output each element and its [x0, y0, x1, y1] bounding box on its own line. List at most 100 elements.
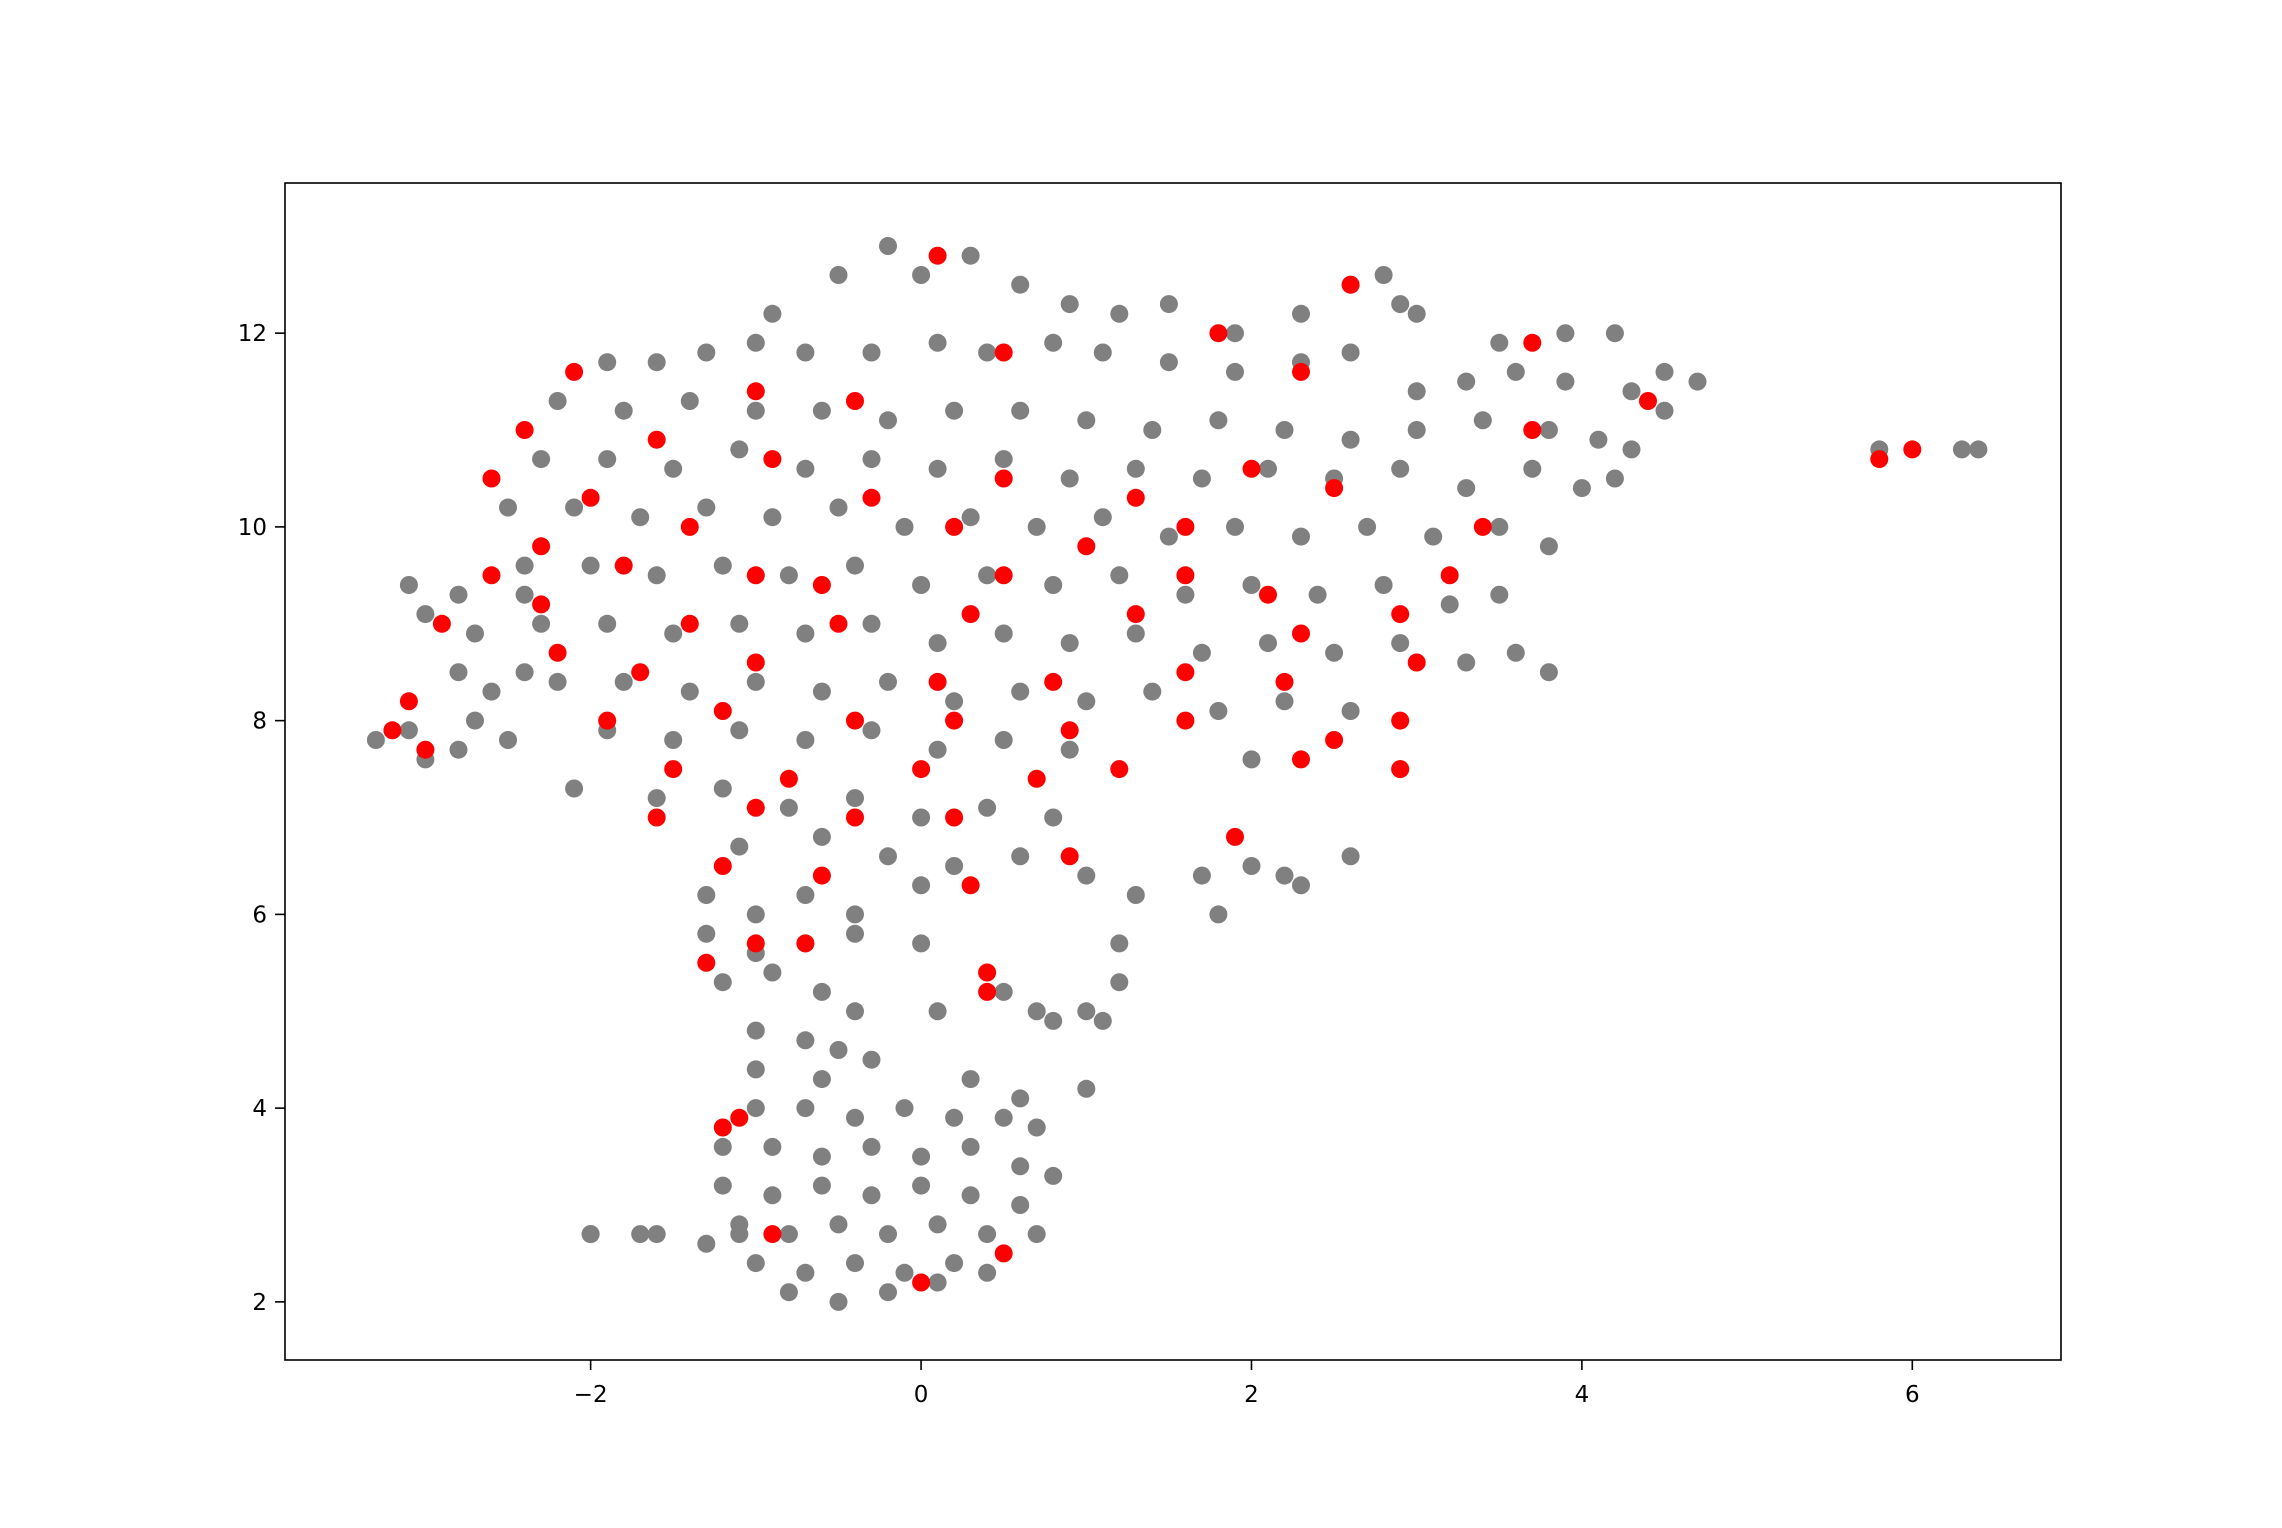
- scatter-point: [978, 798, 997, 817]
- scatter-point: [779, 1283, 798, 1302]
- scatter-point: [1870, 450, 1889, 469]
- scatter-point: [994, 1244, 1013, 1263]
- scatter-point: [796, 1031, 815, 1050]
- scatter-point: [366, 731, 385, 749]
- scatter-point: [1605, 324, 1624, 343]
- scatter-point: [1242, 750, 1261, 769]
- scatter-point: [746, 934, 765, 953]
- scatter-point: [697, 343, 716, 362]
- scatter-point: [812, 682, 831, 701]
- x-tick-label: 2: [1244, 1382, 1259, 1408]
- scatter-point: [614, 672, 633, 691]
- scatter-point: [829, 1041, 848, 1059]
- scatter-point: [1192, 866, 1211, 885]
- y-tick-label: 4: [252, 1096, 267, 1122]
- scatter-point: [763, 1137, 782, 1156]
- scatter-point: [928, 740, 947, 759]
- scatter-point: [515, 585, 534, 604]
- scatter-point: [697, 953, 716, 972]
- scatter-point: [1093, 508, 1112, 527]
- scatter-point: [1027, 1118, 1046, 1137]
- scatter-point: [796, 459, 815, 478]
- scatter-point: [482, 682, 501, 701]
- scatter-point: [1060, 740, 1079, 759]
- scatter-point: [565, 362, 584, 381]
- scatter-point: [664, 760, 683, 779]
- scatter-point: [796, 1099, 815, 1118]
- scatter-point: [598, 614, 617, 633]
- scatter-point: [763, 1186, 782, 1205]
- scatter-point: [763, 963, 782, 982]
- scatter-point: [1027, 1002, 1046, 1021]
- scatter-point: [846, 1002, 864, 1021]
- scatter-point: [614, 401, 633, 420]
- scatter-point: [1259, 585, 1277, 604]
- scatter-point: [1341, 430, 1360, 449]
- scatter-point: [1407, 653, 1426, 672]
- plot-frame: [284, 182, 2062, 1361]
- scatter-point: [978, 963, 997, 982]
- scatter-point: [1159, 295, 1178, 314]
- scatter-point: [1126, 886, 1145, 904]
- scatter-point: [1159, 353, 1178, 372]
- scatter-point: [1358, 517, 1377, 536]
- scatter-point: [680, 614, 699, 633]
- scatter-point: [1011, 1196, 1030, 1214]
- x-tick-label: −2: [574, 1382, 608, 1408]
- scatter-point: [1523, 421, 1542, 439]
- scatter-point: [1011, 401, 1030, 420]
- scatter-point: [713, 1176, 732, 1195]
- scatter-point: [1077, 866, 1096, 885]
- scatter-point: [846, 1108, 864, 1127]
- scatter-point: [994, 343, 1013, 362]
- scatter-point: [1176, 711, 1195, 730]
- scatter-point: [1110, 973, 1129, 992]
- scatter-point: [812, 576, 831, 594]
- scatter-point: [945, 517, 964, 536]
- scatter-point: [399, 692, 418, 711]
- scatter-point: [928, 634, 947, 653]
- scatter-point: [763, 304, 782, 323]
- scatter-point: [763, 450, 782, 469]
- scatter-point: [1374, 576, 1393, 594]
- scatter-point: [994, 450, 1013, 469]
- scatter-point: [846, 905, 864, 924]
- scatter-point: [862, 1186, 881, 1205]
- scatter-point: [399, 721, 418, 740]
- scatter-point: [647, 808, 666, 827]
- scatter-point: [796, 731, 815, 749]
- scatter-point: [1077, 692, 1096, 711]
- y-axis: 2 4 6 8 10 12: [238, 321, 285, 1316]
- scatter-point: [912, 1176, 931, 1195]
- scatter-point: [713, 973, 732, 992]
- scatter-point: [912, 808, 931, 827]
- scatter-point: [1688, 372, 1707, 391]
- scatter-point: [1391, 634, 1410, 653]
- scatter-point: [862, 343, 881, 362]
- scatter-point: [1242, 459, 1261, 478]
- scatter-point: [449, 740, 468, 759]
- scatter-point: [730, 837, 749, 856]
- scatter-point: [1126, 605, 1145, 624]
- scatter-point: [416, 740, 435, 759]
- scatter-point: [994, 982, 1013, 1001]
- scatter-point: [796, 886, 815, 904]
- scatter-point: [1275, 866, 1294, 885]
- scatter-point: [730, 1108, 749, 1127]
- scatter-point: [1044, 1166, 1063, 1185]
- scatter-point: [1572, 479, 1591, 498]
- scatter-point: [862, 450, 881, 469]
- scatter-point: [1969, 440, 1988, 459]
- scatter-point: [664, 624, 683, 643]
- scatter-point: [1110, 304, 1129, 323]
- scatter-point: [796, 624, 815, 643]
- scatter-point: [1110, 760, 1129, 779]
- scatter-point: [1292, 304, 1310, 323]
- scatter-point: [432, 614, 451, 633]
- scatter-point: [978, 982, 997, 1001]
- scatter-point: [746, 672, 765, 691]
- scatter-point: [912, 934, 931, 953]
- scatter-point: [796, 343, 815, 362]
- scatter-point: [1490, 517, 1509, 536]
- scatter-point: [565, 498, 584, 517]
